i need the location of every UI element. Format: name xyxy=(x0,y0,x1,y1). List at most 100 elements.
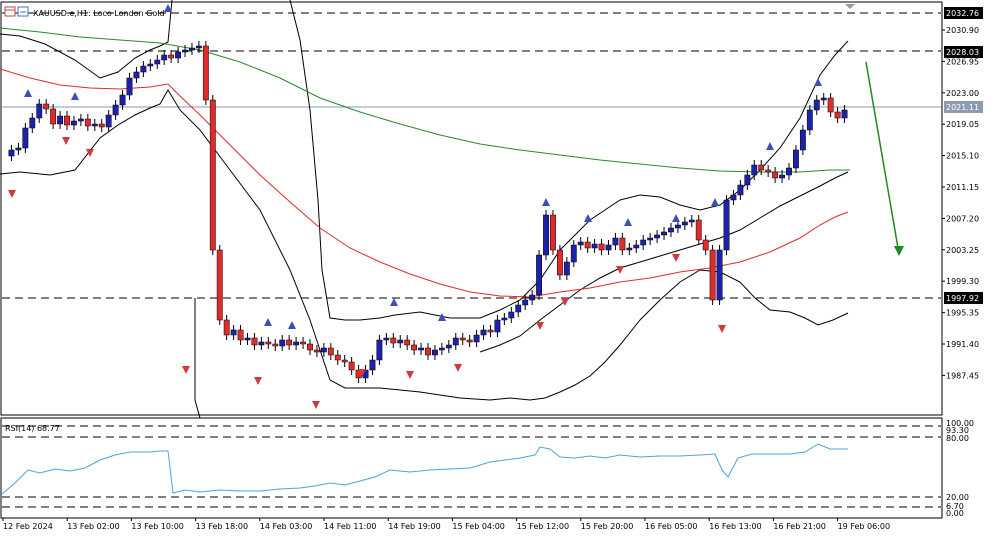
bullish-candle xyxy=(445,344,452,349)
fractal-up-icon xyxy=(814,78,822,86)
bullish-candle xyxy=(543,214,549,256)
bullish-candle xyxy=(189,47,195,51)
bearish-candle xyxy=(827,97,834,113)
bearish-candle xyxy=(709,249,716,301)
bullish-candle xyxy=(515,304,522,313)
bullish-candle xyxy=(723,199,730,251)
bullish-candle xyxy=(293,341,300,346)
time-tick: 14 Feb 11:00 xyxy=(324,522,376,531)
fractal-up-icon xyxy=(71,92,79,100)
bullish-candle xyxy=(473,334,480,343)
bullish-candle xyxy=(591,243,598,249)
bearish-candle xyxy=(334,354,341,361)
time-tick: 16 Feb 05:00 xyxy=(645,522,697,531)
bullish-candle xyxy=(820,97,827,101)
fractal-up-icon xyxy=(766,142,774,150)
rsi-tick: 100.00 xyxy=(946,419,974,428)
fractal-up-icon xyxy=(624,218,632,226)
fractal-up-icon xyxy=(164,4,172,12)
bullish-candle xyxy=(244,337,251,341)
time-tick: 15 Feb 04:00 xyxy=(452,522,504,531)
bearish-candle xyxy=(341,359,348,363)
rsi-label: RSI(14) 68.77 xyxy=(5,424,60,433)
bearish-candle xyxy=(98,123,105,128)
bearish-candle xyxy=(209,99,216,251)
bullish-candle xyxy=(522,299,529,306)
calendar-icon[interactable] xyxy=(4,6,16,17)
bearish-candle xyxy=(598,243,605,251)
fractal-down-icon xyxy=(616,266,624,274)
fractal-up-icon xyxy=(24,89,32,97)
price-label-resistance: 2028.03 xyxy=(946,48,979,57)
bearish-candle xyxy=(223,319,230,336)
bullish-candle xyxy=(674,224,681,229)
bullish-candle xyxy=(77,118,84,122)
price-tick: 2003.25 xyxy=(946,246,979,255)
rsi-tick: 93.30 xyxy=(946,426,969,435)
fractal-down-icon xyxy=(86,149,94,157)
bullish-candle xyxy=(688,219,695,223)
bearish-candle xyxy=(550,214,556,251)
bullish-candle xyxy=(605,244,612,251)
bullish-candle xyxy=(161,54,168,61)
price-pane[interactable] xyxy=(0,1,943,416)
bullish-candle xyxy=(716,249,723,301)
fractal-up-icon xyxy=(672,214,680,222)
bullish-candle xyxy=(91,123,98,127)
fractal-down-icon xyxy=(312,401,320,409)
bullish-candle xyxy=(779,174,785,179)
bullish-candle xyxy=(397,339,404,344)
fractal-down-icon xyxy=(358,369,366,377)
bearish-candle xyxy=(702,239,709,251)
bearish-candle xyxy=(327,347,334,356)
time-axis: 12 Feb 2024 13 Feb 02:00 13 Feb 10:00 13 Fe… xyxy=(2,518,890,531)
bearish-candle xyxy=(237,329,244,341)
middle-band xyxy=(479,171,849,353)
fractal-down-icon xyxy=(254,377,262,385)
bullish-candle xyxy=(133,71,140,79)
bullish-candle xyxy=(36,103,43,119)
bearish-candle xyxy=(404,339,411,346)
bullish-candle xyxy=(376,339,383,361)
fractal-down-icon xyxy=(536,322,544,330)
bearish-candle xyxy=(425,347,431,356)
chart-shift-icon[interactable] xyxy=(845,4,855,9)
bullish-candle xyxy=(536,254,542,296)
bearish-candle xyxy=(216,249,223,321)
price-label-current: 2021.11 xyxy=(946,103,979,112)
fractal-up-icon xyxy=(264,318,272,326)
bearish-candle xyxy=(265,341,272,345)
bullish-candle xyxy=(112,104,119,116)
bullish-candle xyxy=(647,237,654,241)
bullish-candle xyxy=(105,114,112,128)
price-tick: 2026.95 xyxy=(946,57,979,66)
bullish-candle xyxy=(661,231,667,236)
bearish-candle xyxy=(43,103,50,110)
bearish-candle xyxy=(466,339,473,343)
time-tick: 14 Feb 03:00 xyxy=(260,522,312,531)
candlesticks xyxy=(8,41,848,383)
fractal-down-icon xyxy=(718,325,726,333)
bearish-candle xyxy=(411,344,418,351)
bearish-candle xyxy=(251,337,258,346)
bullish-candle xyxy=(563,261,570,276)
bullish-candle xyxy=(258,341,265,346)
bullish-candle xyxy=(230,329,237,336)
fractal-down-icon xyxy=(406,371,414,379)
bullish-candle xyxy=(744,174,751,186)
fractal-down-icon xyxy=(62,137,70,145)
bearish-candle xyxy=(202,45,209,101)
bullish-candle xyxy=(681,221,688,226)
bullish-candle xyxy=(29,117,36,129)
bullish-candle xyxy=(154,59,161,65)
bullish-candle xyxy=(182,49,188,53)
bearish-candle xyxy=(459,337,466,341)
bullish-candle xyxy=(438,347,445,351)
bearish-candle xyxy=(765,169,772,173)
bullish-candle xyxy=(577,241,584,246)
bearish-candle xyxy=(314,349,320,353)
bullish-candle xyxy=(799,129,806,151)
forecast-arrow[interactable] xyxy=(865,61,904,256)
rsi-tick: 20.00 xyxy=(946,493,969,502)
